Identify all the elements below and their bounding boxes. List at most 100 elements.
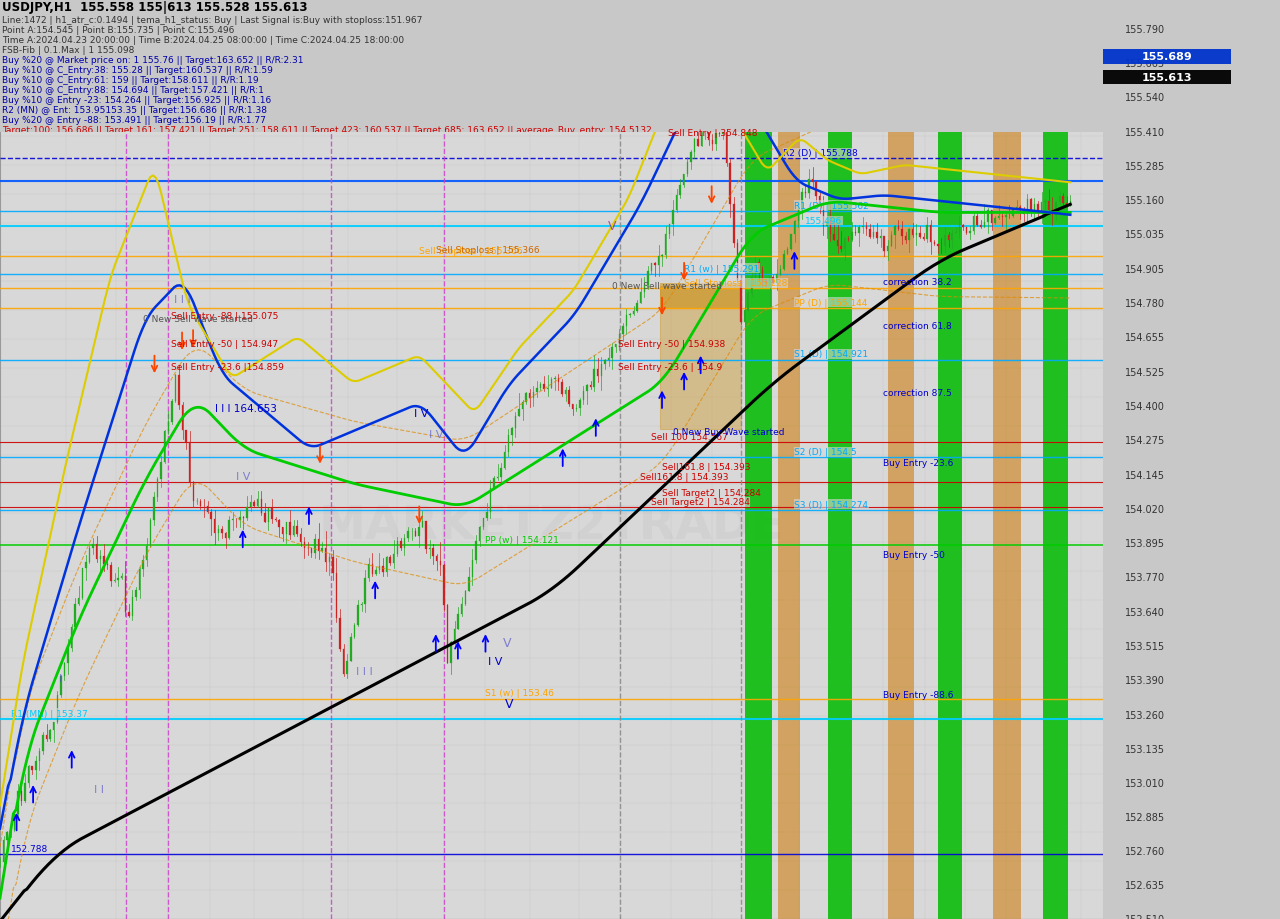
- Bar: [823, 205, 824, 226]
- Bar: [472, 561, 474, 577]
- Bar: [991, 211, 992, 223]
- Bar: [218, 529, 219, 533]
- Text: Sell Entry -23.6 | 154.9: Sell Entry -23.6 | 154.9: [618, 363, 722, 372]
- Bar: [468, 577, 470, 592]
- Bar: [515, 416, 516, 428]
- Bar: [475, 541, 476, 561]
- Bar: [221, 529, 223, 534]
- Bar: [604, 360, 605, 365]
- Text: 153.895: 153.895: [1125, 539, 1165, 549]
- Bar: [3, 840, 4, 862]
- Bar: [279, 521, 280, 528]
- Bar: [82, 569, 83, 598]
- Text: 153.010: 153.010: [1125, 778, 1165, 789]
- Text: Sell Entry -50 | 154.947: Sell Entry -50 | 154.947: [172, 340, 278, 349]
- Bar: [937, 245, 938, 246]
- Text: 153.390: 153.390: [1125, 675, 1165, 686]
- Bar: [596, 369, 599, 377]
- Bar: [684, 176, 685, 186]
- Bar: [52, 722, 55, 731]
- Text: correction 87.5: correction 87.5: [883, 389, 951, 398]
- Bar: [178, 376, 179, 406]
- Bar: [317, 539, 319, 551]
- Text: S1 (D) | 154.921: S1 (D) | 154.921: [795, 350, 869, 359]
- Text: 152.885: 152.885: [1125, 812, 1165, 823]
- Bar: [1030, 199, 1032, 213]
- Text: I I: I I: [95, 784, 104, 794]
- Text: I V: I V: [429, 429, 443, 439]
- Bar: [264, 514, 265, 522]
- Bar: [879, 236, 881, 239]
- Bar: [780, 269, 781, 275]
- Bar: [1103, 50, 1230, 64]
- Bar: [124, 576, 125, 612]
- Bar: [20, 791, 22, 801]
- Bar: [200, 501, 201, 506]
- Bar: [887, 246, 888, 252]
- Bar: [24, 783, 26, 801]
- Text: I V: I V: [488, 656, 502, 666]
- Bar: [716, 134, 717, 145]
- Text: V: V: [503, 637, 512, 650]
- Bar: [701, 133, 703, 146]
- Bar: [1034, 205, 1036, 213]
- Text: Sell Target2 | 154.284: Sell Target2 | 154.284: [652, 498, 750, 506]
- Text: S2 (D) | 154.5: S2 (D) | 154.5: [795, 448, 858, 457]
- Bar: [666, 234, 667, 255]
- Bar: [1052, 210, 1053, 216]
- Text: I I I: I I I: [174, 295, 191, 305]
- Text: I V: I V: [413, 408, 428, 418]
- Bar: [403, 538, 406, 548]
- Bar: [92, 544, 93, 548]
- Bar: [901, 230, 902, 236]
- Bar: [493, 479, 494, 489]
- Bar: [385, 557, 388, 573]
- Bar: [479, 528, 480, 541]
- Text: 153.770: 153.770: [1125, 573, 1165, 583]
- Bar: [844, 239, 846, 250]
- Bar: [110, 565, 111, 582]
- Bar: [576, 408, 577, 410]
- Text: 154.145: 154.145: [1125, 471, 1165, 481]
- Text: correction 38.2: correction 38.2: [883, 278, 951, 286]
- Text: S3 (D) | 154.274: S3 (D) | 154.274: [795, 500, 868, 509]
- Bar: [983, 222, 986, 227]
- Text: PP (D) | 155.144: PP (D) | 155.144: [795, 299, 868, 307]
- Bar: [1016, 208, 1018, 210]
- Text: 155.790: 155.790: [1125, 25, 1165, 35]
- Text: Point A:154.545 | Point B:155.735 | Point C:155.496: Point A:154.545 | Point B:155.735 | Poin…: [3, 26, 234, 35]
- Bar: [640, 293, 641, 303]
- Bar: [622, 327, 623, 335]
- Bar: [951, 233, 952, 241]
- Bar: [461, 605, 462, 614]
- Bar: [927, 226, 928, 240]
- Bar: [1055, 203, 1057, 216]
- Bar: [1059, 197, 1060, 203]
- Bar: [365, 578, 366, 604]
- Bar: [321, 549, 323, 551]
- Bar: [558, 379, 559, 383]
- Text: 154.780: 154.780: [1125, 299, 1165, 309]
- Bar: [375, 571, 376, 574]
- Bar: [797, 211, 799, 221]
- Bar: [128, 612, 129, 617]
- Text: Sell Stoploss | 155.366: Sell Stoploss | 155.366: [420, 247, 524, 255]
- Text: Buy %20 @ Entry -88: 153.491 || Target:156.19 || R/R:1.77: Buy %20 @ Entry -88: 153.491 || Target:1…: [3, 116, 266, 125]
- Bar: [397, 541, 398, 554]
- Text: 152.788: 152.788: [12, 845, 49, 854]
- Bar: [636, 303, 637, 312]
- Bar: [980, 225, 982, 227]
- Bar: [526, 393, 527, 403]
- Bar: [333, 558, 334, 573]
- Text: I: I: [59, 673, 63, 683]
- Bar: [973, 217, 974, 233]
- Text: R2 (D) | 155.788: R2 (D) | 155.788: [783, 149, 858, 158]
- Bar: [419, 528, 420, 536]
- Bar: [726, 133, 727, 165]
- Bar: [425, 521, 426, 550]
- Bar: [239, 517, 241, 520]
- Bar: [132, 597, 133, 617]
- Text: FSB-Fib | 0.1.Max | 1 155.098: FSB-Fib | 0.1.Max | 1 155.098: [3, 46, 134, 55]
- Bar: [540, 385, 541, 389]
- Bar: [393, 554, 394, 563]
